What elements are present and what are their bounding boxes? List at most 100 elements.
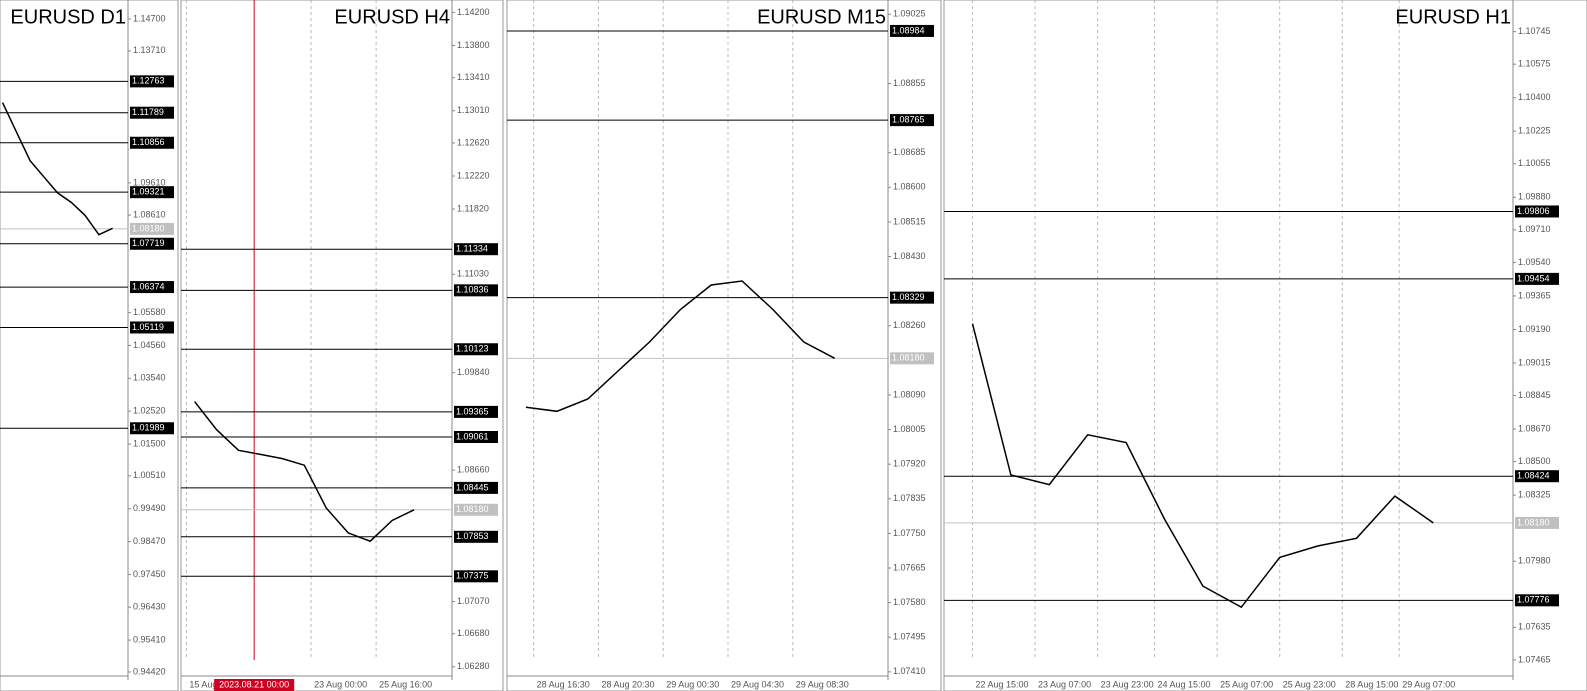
level-label-box	[130, 281, 174, 294]
level-label: 1.05119	[132, 322, 164, 332]
level-label-box	[454, 530, 498, 543]
level-label: 1.10836	[456, 285, 489, 295]
pane-background	[943, 0, 1587, 691]
price-tick-label: 1.08005	[893, 424, 926, 434]
level-label: 1.11334	[456, 244, 488, 254]
time-label: 23 Aug 00:00	[314, 679, 367, 689]
price-tick-label: 1.08685	[893, 147, 926, 157]
time-label: 29 Aug 00:30	[666, 679, 719, 689]
time-label: 29 Aug 07:00	[1402, 679, 1455, 689]
price-tick-label: 1.09015	[1518, 357, 1551, 367]
price-tick-label: 1.09880	[1518, 192, 1551, 202]
level-label: 1.12763	[132, 76, 165, 86]
price-tick-label: 1.05580	[133, 307, 166, 317]
price-tick-label: 1.08660	[457, 465, 490, 475]
price-line	[525, 280, 836, 413]
price-tick-label: 1.10225	[1518, 126, 1551, 136]
level-label: 1.07853	[456, 531, 489, 541]
level-label-box	[454, 431, 498, 444]
price-tick-label: 1.13800	[457, 40, 490, 50]
level-label: 1.01989	[132, 423, 165, 433]
level-label: 1.09321	[132, 187, 165, 197]
level-label-box	[454, 284, 498, 297]
cursor-label: 2023.08.21 00:00	[219, 679, 289, 689]
current-price-label: 1.08180	[132, 223, 165, 233]
price-tick-label: 1.12220	[457, 170, 490, 180]
level-label-box	[1515, 594, 1559, 607]
level-label: 1.08445	[456, 482, 489, 492]
price-tick-label: 1.08090	[893, 389, 926, 399]
level-label: 1.07776	[1517, 595, 1550, 605]
level-label-box	[1515, 470, 1559, 483]
level-label-box	[1515, 272, 1559, 285]
level-label-box	[130, 186, 174, 199]
level-label-box	[130, 422, 174, 435]
time-label: 23 Aug 23:00	[1101, 679, 1154, 689]
current-price-label: 1.08180	[456, 504, 489, 514]
price-tick-label: 1.07495	[893, 632, 926, 642]
price-tick-label: 1.09840	[457, 367, 490, 377]
pane-title: EURUSD H1	[1395, 6, 1511, 28]
price-line	[1, 102, 113, 236]
time-label: 15 Aug 1	[189, 679, 225, 689]
time-label: 28 Aug 16:30	[537, 679, 590, 689]
level-label: 1.09365	[456, 406, 489, 416]
price-tick-label: 1.02520	[133, 406, 166, 416]
time-label: 28 Aug 20:30	[601, 679, 654, 689]
price-tick-label: 1.08855	[893, 78, 926, 88]
time-label: 29 Aug 08:30	[796, 679, 849, 689]
level-label: 1.09061	[456, 431, 489, 441]
current-price-box	[890, 352, 934, 365]
price-tick-label: 1.08845	[1518, 390, 1551, 400]
level-label-box	[454, 405, 498, 418]
level-label-box	[130, 75, 174, 88]
level-label-box	[454, 481, 498, 494]
price-tick-label: 0.96430	[133, 602, 166, 612]
price-tick-label: 1.07750	[893, 528, 926, 538]
level-label: 1.07375	[456, 571, 489, 581]
price-tick-label: 1.08670	[1518, 423, 1551, 433]
current-price-label: 1.08180	[892, 353, 925, 363]
price-tick-label: 1.11030	[457, 269, 489, 279]
time-label: 29 Aug 04:30	[731, 679, 784, 689]
level-label: 1.10856	[132, 137, 165, 147]
current-price-box	[130, 222, 174, 235]
price-tick-label: 1.08600	[893, 182, 926, 192]
price-tick-label: 0.95410	[133, 634, 166, 644]
price-tick-label: 1.07410	[893, 666, 926, 676]
pane-background	[506, 0, 942, 691]
level-label-box	[130, 136, 174, 149]
chart-pane: 1.14700 1.13710 1.09610 1.08610 1.05580 1.045…	[0, 0, 179, 691]
price-tick-label: 1.07070	[457, 596, 490, 606]
level-label: 1.10123	[456, 344, 489, 354]
level-label: 1.09454	[1517, 273, 1550, 283]
level-label-box	[454, 570, 498, 583]
level-label-box	[130, 106, 174, 119]
level-label: 1.08424	[1517, 471, 1550, 481]
price-tick-label: 1.07980	[1518, 556, 1551, 566]
time-label: 22 Aug 15:00	[975, 679, 1028, 689]
level-label: 1.07719	[132, 238, 165, 248]
price-tick-label: 1.06680	[457, 628, 490, 638]
level-label-box	[130, 237, 174, 250]
price-tick-label: 1.11820	[457, 203, 489, 213]
price-tick-label: 0.99490	[133, 503, 166, 513]
price-tick-label: 1.09540	[1518, 257, 1551, 267]
price-tick-label: 1.08515	[893, 216, 926, 226]
price-tick-label: 1.01500	[133, 438, 166, 448]
level-label-box	[130, 321, 174, 334]
time-label: 25 Aug 07:00	[1220, 679, 1273, 689]
level-label: 1.08765	[892, 114, 925, 124]
level-label: 1.11789	[132, 107, 164, 117]
level-label-box	[1515, 205, 1559, 218]
chart-pane: 1.10745 1.10575 1.10400 1.10225 1.10055 1.098…	[943, 0, 1587, 691]
price-tick-label: 1.09190	[1518, 324, 1551, 334]
level-label-box	[890, 114, 934, 127]
price-tick-label: 1.08430	[893, 251, 926, 261]
time-label: 25 Aug 16:00	[379, 679, 432, 689]
current-price-box	[1515, 516, 1559, 529]
price-tick-label: 1.09610	[133, 177, 166, 187]
price-tick-label: 1.09365	[1518, 290, 1551, 300]
price-tick-label: 1.10575	[1518, 59, 1551, 69]
